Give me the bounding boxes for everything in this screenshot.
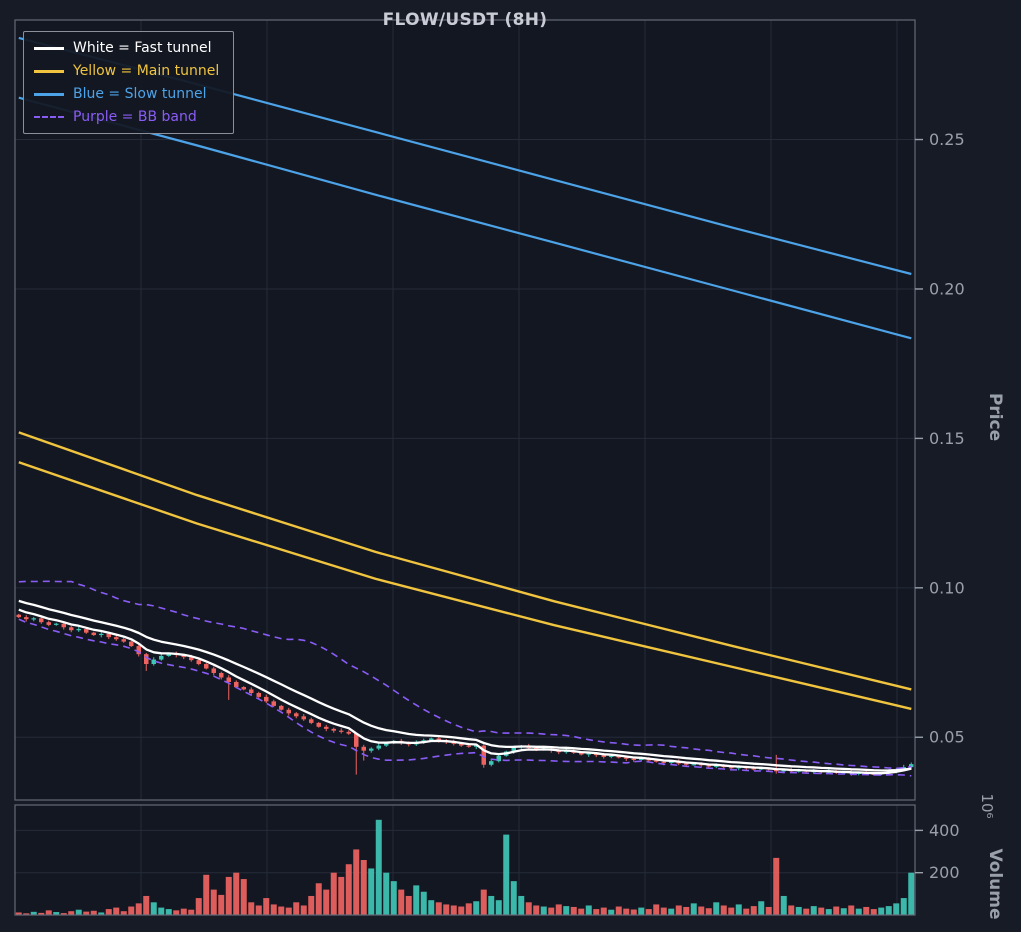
svg-text:0.10: 0.10 <box>929 578 965 597</box>
main-tunnel-line-swatch <box>34 69 64 73</box>
legend-label: Purple = BB band <box>73 109 197 125</box>
bb-band-line-swatch <box>34 116 64 118</box>
legend-label: Blue = Slow tunnel <box>73 86 207 102</box>
svg-text:0.05: 0.05 <box>929 728 965 747</box>
legend-label: White = Fast tunnel <box>73 40 212 56</box>
legend-item-slow-tunnel: Blue = Slow tunnel <box>34 86 219 102</box>
svg-text:200: 200 <box>929 863 960 882</box>
slow-tunnel-line-swatch <box>34 92 64 96</box>
chart-title: FLOW/USDT (8H) <box>382 10 548 30</box>
legend-item-main-tunnel: Yellow = Main tunnel <box>34 63 219 79</box>
volume-axis-multiplier: 10⁶ <box>978 793 996 819</box>
svg-text:0.15: 0.15 <box>929 429 965 448</box>
chart-legend: White = Fast tunnel Yellow = Main tunnel… <box>23 31 235 134</box>
fast-tunnel-line-swatch <box>34 46 64 50</box>
legend-item-bb-band: Purple = BB band <box>34 109 219 125</box>
gridlines <box>14 20 915 915</box>
volume-axis-label: Volume <box>985 848 1005 920</box>
svg-text:400: 400 <box>929 821 960 840</box>
legend-label: Yellow = Main tunnel <box>73 63 220 79</box>
axis-tick-labels: 0.25 0.20 0.15 0.10 0.05 400 200 <box>915 130 965 882</box>
svg-text:0.25: 0.25 <box>929 130 965 149</box>
volume-bars <box>15 819 915 915</box>
legend-item-fast-tunnel: White = Fast tunnel <box>34 40 219 56</box>
svg-text:0.20: 0.20 <box>929 279 965 298</box>
price-axis-label: Price <box>985 392 1005 442</box>
